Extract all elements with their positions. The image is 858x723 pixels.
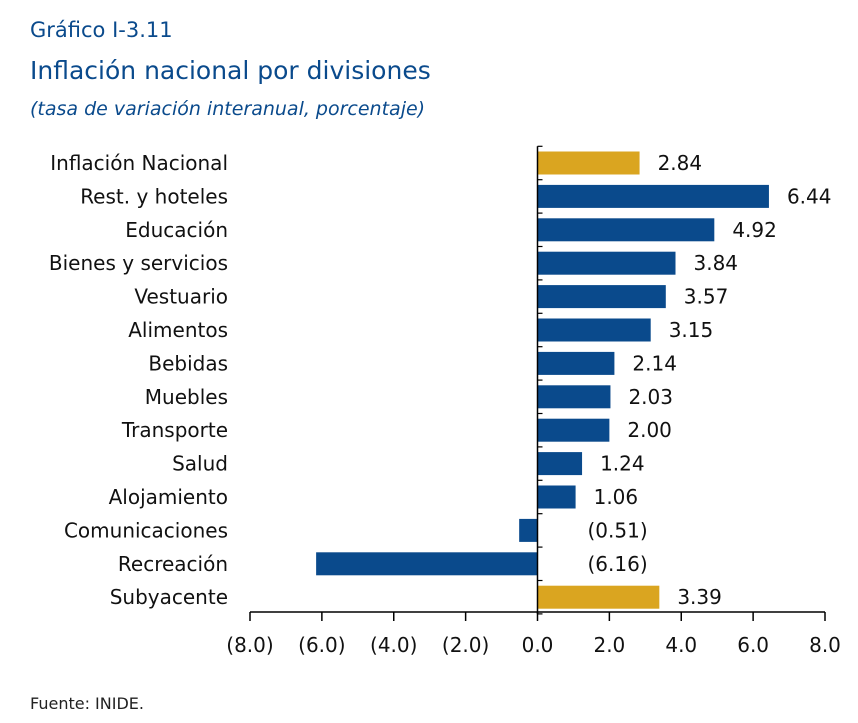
data-label: 4.92 <box>732 218 777 242</box>
x-tick-label: 2.0 <box>593 633 625 657</box>
category-label: Salud <box>172 452 228 476</box>
chart-title: Inflación nacional por divisiones <box>30 56 431 85</box>
category-label: Educación <box>125 218 228 242</box>
category-label: Bebidas <box>148 351 228 375</box>
bar <box>537 218 715 242</box>
category-label: Inflación Nacional <box>50 151 228 175</box>
category-label: Recreación <box>118 552 228 576</box>
x-tick-label: 0.0 <box>522 633 554 657</box>
x-tick-label: (6.0) <box>298 633 345 657</box>
x-tick-label: 8.0 <box>809 633 841 657</box>
category-label: Bienes y servicios <box>49 251 228 275</box>
bar <box>316 552 538 576</box>
category-label: Muebles <box>145 385 228 409</box>
bar <box>537 351 615 375</box>
data-label: 3.57 <box>684 285 729 309</box>
data-label: 2.84 <box>658 151 703 175</box>
source-note: Fuente: INIDE. <box>30 694 144 713</box>
category-label: Subyacente <box>110 585 228 609</box>
category-label: Alimentos <box>128 318 228 342</box>
data-label: 1.24 <box>600 452 645 476</box>
category-label: Alojamiento <box>109 485 228 509</box>
data-label: (6.16) <box>588 552 648 576</box>
data-label: 1.06 <box>594 485 639 509</box>
x-tick-label: (8.0) <box>226 633 273 657</box>
bar <box>537 285 666 309</box>
data-label: 2.14 <box>632 351 677 375</box>
bar <box>537 485 576 509</box>
data-label: 2.03 <box>628 385 673 409</box>
data-label: (0.51) <box>588 518 648 542</box>
category-label: Vestuario <box>134 285 228 309</box>
data-label: 2.00 <box>627 418 672 442</box>
data-label: 3.84 <box>694 251 739 275</box>
x-tick-label: 6.0 <box>737 633 769 657</box>
bar <box>537 318 651 342</box>
bar <box>537 385 611 409</box>
data-label: 3.15 <box>669 318 714 342</box>
bar <box>537 418 610 442</box>
category-label: Rest. y hoteles <box>80 184 228 208</box>
chart-subtitle: (tasa de variación interanual, porcentaj… <box>30 98 426 120</box>
figure-label: Gráfico I-3.11 <box>30 18 173 42</box>
bar <box>537 151 640 175</box>
bar <box>519 518 538 542</box>
bar <box>537 184 769 208</box>
data-label: 6.44 <box>787 184 832 208</box>
category-label: Comunicaciones <box>64 518 228 542</box>
category-label: Transporte <box>121 418 228 442</box>
bar <box>537 452 583 476</box>
x-tick-label: (2.0) <box>442 633 489 657</box>
bar-chart: Inflación Nacional 2.84 Rest. y hoteles 6.4… <box>49 145 841 657</box>
data-label: 3.39 <box>677 585 722 609</box>
x-tick-label: (4.0) <box>370 633 417 657</box>
x-tick-label: 4.0 <box>665 633 697 657</box>
bar <box>537 585 660 609</box>
bar <box>537 251 676 275</box>
